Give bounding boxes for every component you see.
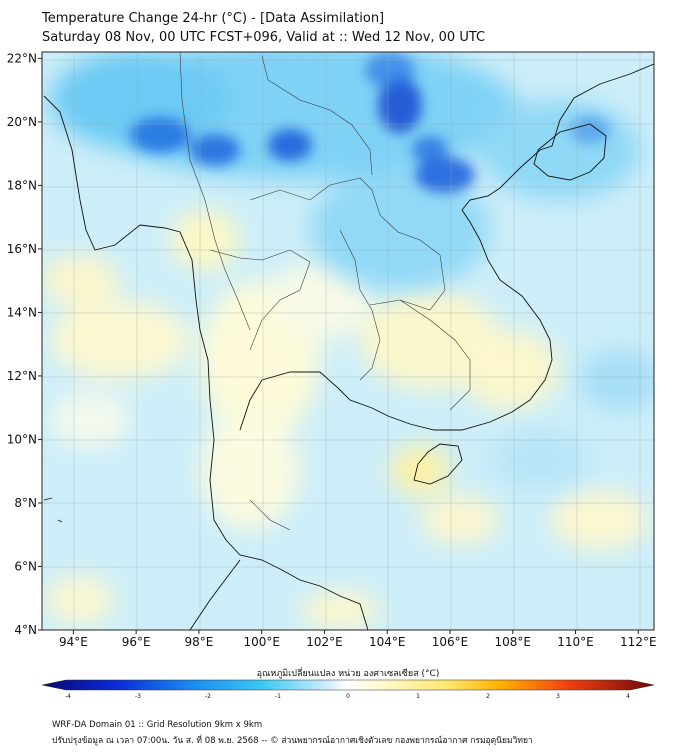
map-subtitle: Saturday 08 Nov, 00 UTC FCST+096, Valid … [42,30,486,45]
lat-tick-label: 16°N [7,242,37,256]
lon-tick-label: 112°E [620,635,657,649]
lon-tick-label: 108°E [495,635,532,649]
lat-tick-label: 22°N [7,51,37,65]
colorbar-tick-label: -1 [275,693,281,700]
lat-tick-label: 10°N [7,432,37,446]
colorbar: อุณหภูมิเปลี่ยนแปลง หน่วย องศาเซลเซียส (… [41,666,655,700]
gridlines [42,52,654,630]
latitude-axis: 22°N 20°N 18°N 16°N 14°N 12°N 10°N 8°N 6°N 4°N [7,51,42,637]
lat-tick-label: 4°N [14,623,37,637]
lon-tick-label: 104°E [369,635,406,649]
longitude-axis: 94°E 96°E 98°E 100°E 102°E 104°E 106°E 108°E 110… [59,630,657,649]
lat-tick-label: 18°N [7,178,37,192]
map-title: Temperature Change 24-hr (°C) - [Data As… [42,11,385,26]
colorbar-tick-label: 3 [556,693,560,700]
colorbar-ticks: -4 -3 -2 -1 0 1 2 3 4 [65,693,630,700]
lat-tick-label: 6°N [14,559,37,573]
lon-tick-label: 106°E [432,635,469,649]
lon-tick-label: 96°E [122,635,151,649]
lat-tick-label: 14°N [7,305,37,319]
temperature-field [42,52,654,630]
colorbar-bar [41,679,655,691]
colorbar-tick-label: -3 [135,693,141,700]
colorbar-tick-label: 4 [626,693,630,700]
credit-line: ปรับปรุงข้อมูล ณ เวลา 07:00น. วัน ส. ที่… [52,736,533,746]
lon-tick-label: 102°E [306,635,343,649]
lat-tick-label: 20°N [7,115,37,129]
lon-tick-label: 110°E [557,635,594,649]
lat-tick-label: 8°N [14,496,37,510]
colorbar-tick-label: 1 [416,693,420,700]
colorbar-tick-label: 2 [486,693,490,700]
strong-cooling [130,52,610,193]
model-info: WRF-DA Domain 01 :: Grid Resolution 9km … [52,720,263,730]
coastlines [43,63,654,630]
map-frame [41,51,655,631]
borders [179,52,471,531]
lon-tick-label: 100°E [243,635,280,649]
colorbar-tick-label: -2 [205,693,211,700]
lon-tick-label: 98°E [184,635,213,649]
lat-tick-label: 12°N [7,369,37,383]
colorbar-tick-label: -4 [65,693,71,700]
lon-tick-label: 94°E [59,635,88,649]
colorbar-title: อุณหภูมิเปลี่ยนแปลง หน่วย องศาเซลเซียส (… [257,666,440,679]
colorbar-tick-label: 0 [346,693,350,700]
